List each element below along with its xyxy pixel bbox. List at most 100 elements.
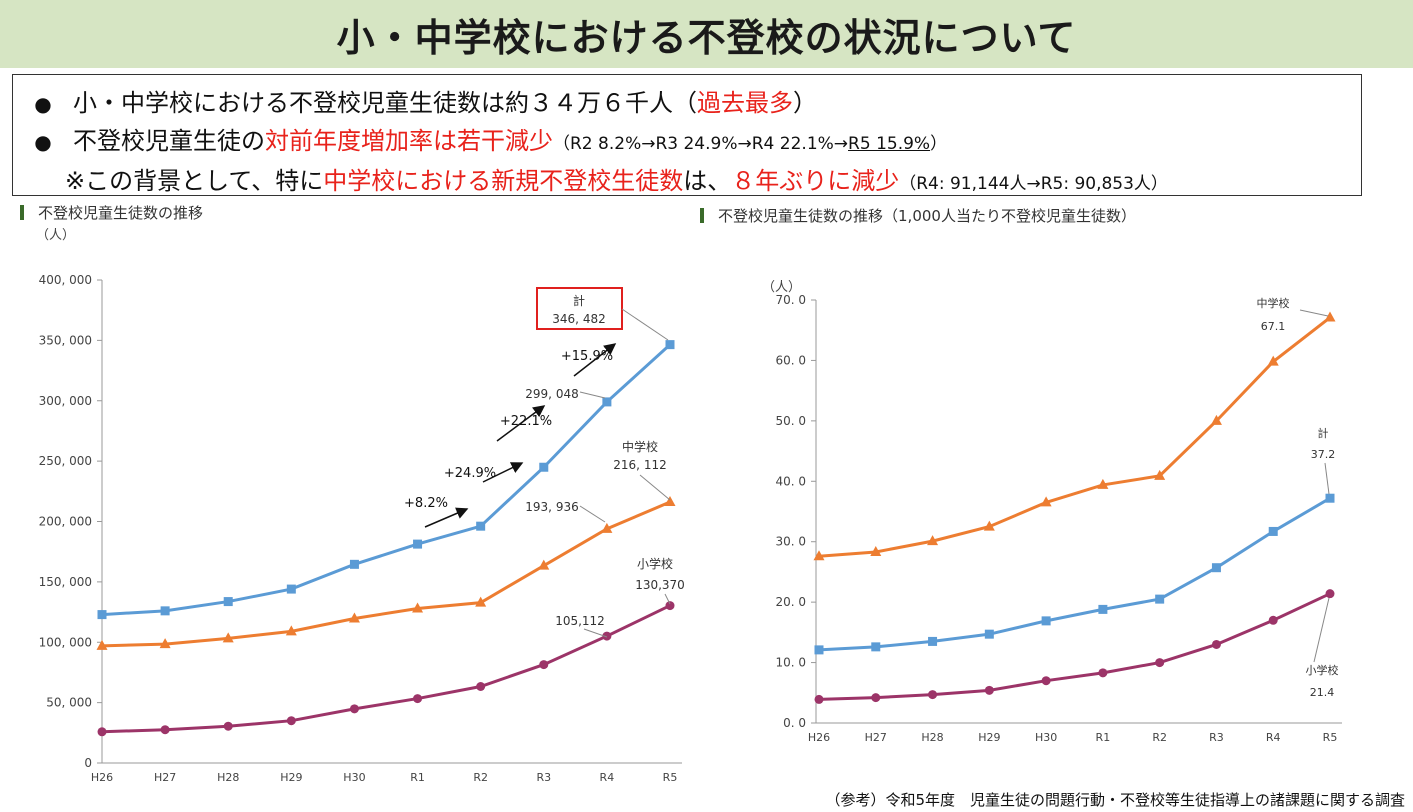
bullet-icon: ● [34,92,52,116]
middle-school-r4-value-label: 193, 936 [525,500,578,514]
data-point [476,521,486,531]
growth-arrow-icon [496,405,546,442]
y-tick-label: 40. 0 [775,474,806,488]
data-point [1268,526,1278,536]
data-point [160,725,170,735]
data-point [602,397,612,407]
middle-school-series-label: 中学校 [622,439,658,454]
elementary-series-label: 小学校 [637,556,673,571]
data-point [1040,496,1052,507]
x-tick-label: R1 [410,771,425,784]
leader-line [1313,597,1330,663]
data-point [928,690,938,700]
summary-line-3-highlight-1: 中学校における新規不登校生徒数 [323,167,684,195]
elementary-r4-value-label: 105,112 [555,614,605,628]
x-tick-label: R4 [1266,731,1281,744]
x-tick-label: R1 [1096,731,1111,744]
leader-line [639,474,671,501]
data-point [97,727,107,737]
data-point [97,610,107,620]
total-callout-box [536,287,623,330]
elementary-value-label: 130,370 [635,578,685,592]
data-point [601,522,613,533]
data-point [223,597,233,607]
y-tick-label: 60. 0 [775,353,806,367]
summary-line-2: ● 不登校児童生徒の対前年度増加率は若干減少（R2 8.2%→R3 24.9%→R… [13,121,947,156]
data-point [1325,589,1335,599]
x-tick-label: R5 [663,771,678,784]
data-point [602,631,612,641]
series-line [818,592,1331,701]
data-point [538,559,550,570]
data-point [539,462,549,472]
y-tick-label: 300, 000 [39,394,92,408]
data-point [664,496,676,507]
elementary-value-label: 21.4 [1310,686,1335,699]
data-point [1097,478,1109,489]
y-tick-label: 350, 000 [39,333,92,347]
right-panel-title-text: 不登校児童生徒数の推移（1,000人当たり不登校児童生徒数） [718,207,1136,225]
x-tick-label: R2 [1152,731,1167,744]
summary-line-2-close: ） [930,134,948,154]
total-value-label: 37.2 [1311,448,1336,461]
summary-line-2-rates: （R2 8.2%→R3 24.9%→R4 22.1%→ [553,134,849,154]
series-line [818,496,1331,652]
series-line [101,500,671,648]
y-tick-label: 70. 0 [775,293,806,307]
data-point [928,636,938,646]
summary-line-1: ● 小・中学校における不登校児童生徒数は約３４万６千人（過去最多） [13,83,817,118]
right-line-chart: 0. 0 10. 0 20. 0 30. 0 40. 0 50. 0 60. 0 70. 0 H… [775,293,1342,744]
data-point [349,559,359,569]
growth-rate-label: +24.9% [444,466,496,481]
data-point [1098,668,1108,678]
middle-school-series-label: 中学校 [1257,296,1290,310]
data-point [984,685,994,695]
data-point [814,694,824,704]
panel-marker-icon [700,208,704,223]
growth-rate-label: +8.2% [404,496,448,511]
y-tick-label: 10. 0 [775,656,806,670]
data-point [1325,493,1335,503]
series-line [101,604,671,734]
data-point [1155,658,1165,668]
data-point [870,545,882,556]
summary-line-3: ※この背景として、特に中学校における新規不登校生徒数は、８年ぶりに減少（R4: … [65,161,1168,196]
series-line [101,343,672,617]
summary-line-3-mid: は、 [683,167,732,195]
data-point [286,584,296,594]
bullet-icon: ● [34,130,52,154]
leader-line [664,593,671,605]
summary-line-2-rate-r5: R5 15.9% [848,134,931,154]
data-point [665,601,675,611]
elementary-series-label: 小学校 [1306,663,1339,677]
data-point [1041,676,1051,686]
data-point [665,340,675,350]
growth-rate-label: +15.9% [561,349,613,364]
x-tick-label: H30 [343,771,365,784]
y-tick-label: 100, 000 [39,635,92,649]
x-tick-label: H30 [1035,731,1057,744]
y-tick-label: 50, 000 [46,696,92,710]
y-tick-label: 150, 000 [39,575,92,589]
summary-line-3-highlight-2: ８年ぶりに減少 [731,167,900,195]
y-tick-label: 0 [84,756,92,770]
data-point [1098,604,1108,614]
data-point [475,596,487,607]
data-point [1324,311,1336,322]
data-point [349,704,359,714]
x-tick-label: H27 [154,771,176,784]
data-point [871,642,881,652]
growth-rate-label: +22.1% [500,414,552,429]
data-point [96,639,108,650]
x-tick-label: H26 [91,771,113,784]
x-tick-label: H26 [808,731,830,744]
page-title-text: 小・中学校における不登校の状況について [336,15,1077,60]
summary-line-3-text: ※この背景として、特に [65,167,324,195]
data-point [413,694,423,704]
data-point [814,645,824,655]
data-point [1210,414,1222,425]
left-panel-title: 不登校児童生徒数の推移 [20,202,203,223]
middle-school-value-label: 67.1 [1261,320,1286,333]
data-point [413,539,423,549]
data-point [813,550,825,561]
